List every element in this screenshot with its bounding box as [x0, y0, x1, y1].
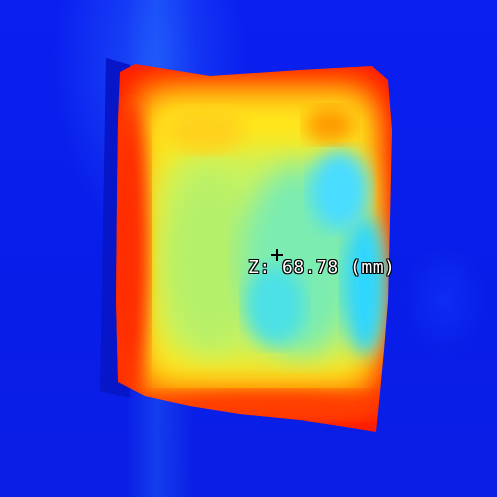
- bottom-rim: [130, 391, 392, 419]
- left-rim: [116, 100, 148, 400]
- z-value-readout: Z: 68.78 (mm): [248, 257, 396, 278]
- low-pocket: [245, 265, 305, 345]
- low-spot-upper: [310, 150, 370, 230]
- ridge-upper-left: [165, 108, 245, 152]
- low-trench: [343, 215, 387, 355]
- bump-upper-right: [305, 107, 355, 143]
- plateau-left: [165, 170, 255, 350]
- crosshair-icon: [271, 249, 283, 261]
